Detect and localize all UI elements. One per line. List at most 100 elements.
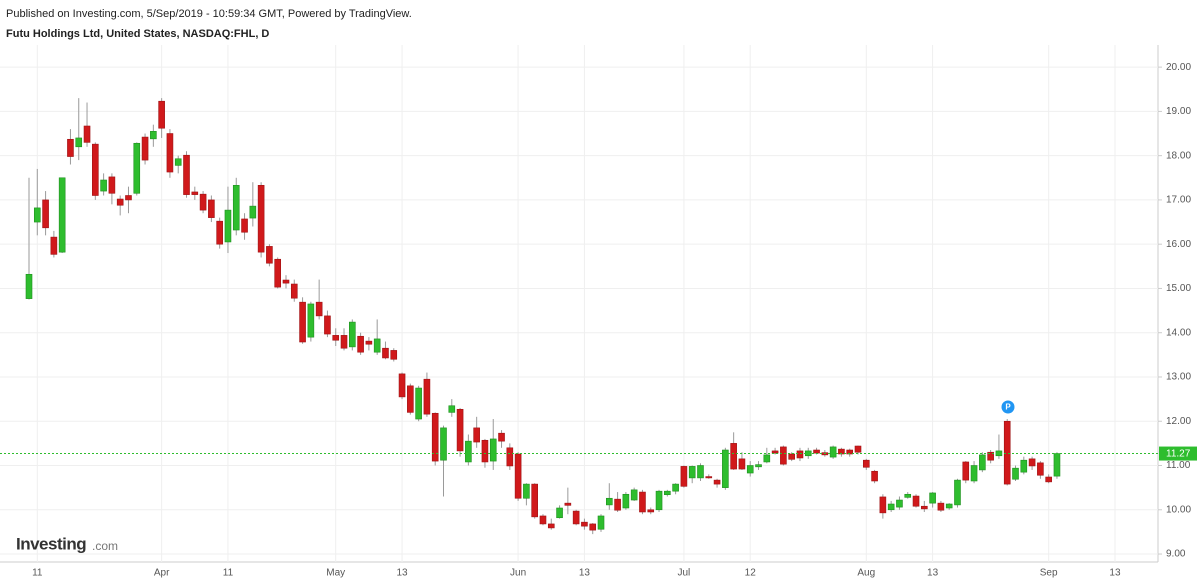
x-tick-label: 11 — [32, 568, 43, 579]
logo-main: Investing — [16, 534, 86, 553]
candle-body — [630, 489, 638, 501]
candle-body — [282, 279, 290, 284]
candle-body — [224, 209, 232, 243]
candle-body — [398, 373, 406, 398]
candle-body — [539, 515, 547, 525]
candle-body — [746, 465, 754, 474]
candle-body — [1037, 462, 1044, 476]
candle-body — [614, 498, 621, 511]
y-tick-label: 11.00 — [1166, 460, 1191, 471]
candle-body — [431, 412, 439, 462]
candle-body — [357, 335, 364, 353]
candle-body — [713, 479, 721, 485]
candle-body — [672, 483, 679, 492]
candle-body — [290, 283, 298, 299]
candle-body — [58, 177, 66, 253]
x-tick-label: Apr — [154, 568, 170, 579]
candle-body — [232, 185, 240, 231]
last-price-label: 11.27 — [1166, 449, 1191, 460]
candle-body — [1020, 459, 1028, 473]
candle-body — [730, 443, 737, 470]
candle-body — [274, 258, 282, 288]
candle-body — [440, 427, 447, 461]
candle-body — [597, 515, 605, 530]
logo-suffix: .com — [92, 539, 118, 553]
candle-body — [481, 439, 489, 463]
candle-body — [340, 335, 348, 349]
candle-body — [1028, 458, 1036, 467]
y-tick-label: 14.00 — [1166, 327, 1191, 338]
y-tick-label: 15.00 — [1166, 283, 1191, 294]
candle-body — [514, 453, 522, 499]
candle-body — [33, 207, 41, 223]
candle-body — [921, 505, 928, 510]
candle-body — [937, 502, 945, 511]
candle-body — [655, 490, 663, 511]
candle-body — [639, 491, 646, 513]
candle-body — [680, 466, 688, 487]
candle-body — [879, 496, 887, 514]
x-tick-label: 13 — [927, 568, 939, 579]
candle-body — [241, 218, 248, 233]
candle-body — [738, 458, 746, 470]
x-tick-label: 11 — [223, 568, 234, 579]
candle-body — [697, 465, 704, 479]
x-tick-label: Jul — [678, 568, 691, 579]
candle-body — [954, 479, 961, 506]
y-tick-label: 13.00 — [1166, 372, 1191, 383]
candle-body — [829, 446, 837, 458]
candle-body — [208, 199, 215, 218]
candle-body — [945, 503, 953, 509]
candle-body — [862, 459, 870, 468]
candle-body — [498, 432, 505, 442]
candle-body — [871, 470, 878, 482]
candle-body — [174, 158, 182, 166]
y-tick-label: 20.00 — [1166, 62, 1191, 73]
x-tick-label: 12 — [745, 568, 757, 579]
candle-body — [382, 347, 389, 359]
published-note: Published on Investing.com, 5/Sep/2019 -… — [6, 8, 412, 20]
candle-body — [489, 438, 497, 462]
candle-body — [970, 465, 978, 482]
y-tick-label: 9.00 — [1166, 549, 1186, 560]
candle-body — [448, 405, 456, 413]
candle-body — [547, 523, 555, 529]
candle-body — [755, 464, 762, 468]
candle-body — [465, 440, 472, 463]
candle-body — [887, 503, 895, 511]
y-tick-label: 19.00 — [1166, 106, 1191, 117]
candle-body — [1053, 453, 1061, 477]
candle-body — [415, 387, 422, 420]
y-tick-label: 17.00 — [1166, 195, 1191, 206]
candle-body — [92, 143, 99, 196]
candle-body — [813, 449, 820, 454]
candle-body — [572, 510, 580, 525]
candle-body — [67, 138, 74, 157]
candle-body — [771, 450, 779, 454]
candle-body — [299, 301, 306, 343]
candle-body — [108, 176, 116, 194]
candle-body — [904, 493, 912, 498]
chart-title: Futu Holdings Ltd, United States, NASDAQ… — [6, 28, 269, 40]
candle-body — [141, 136, 149, 161]
candle-body — [25, 273, 33, 299]
last-price-badge — [1159, 446, 1197, 461]
candle-body — [647, 509, 655, 513]
candles — [25, 98, 1061, 535]
candle-body — [407, 385, 414, 413]
x-tick-label: 13 — [396, 568, 408, 579]
candle-body — [373, 338, 381, 353]
candle-body — [473, 427, 480, 443]
candle-body — [531, 483, 538, 518]
candle-body — [133, 142, 141, 194]
candle-body — [962, 461, 970, 481]
candle-body — [605, 497, 613, 506]
candle-body — [349, 321, 356, 348]
candle-body — [722, 449, 729, 488]
candle-body — [622, 493, 630, 509]
candle-body — [589, 523, 597, 531]
candle-body — [705, 476, 713, 479]
x-tick-label: Jun — [510, 568, 526, 579]
candle-body — [788, 453, 795, 460]
candle-body — [75, 137, 83, 148]
